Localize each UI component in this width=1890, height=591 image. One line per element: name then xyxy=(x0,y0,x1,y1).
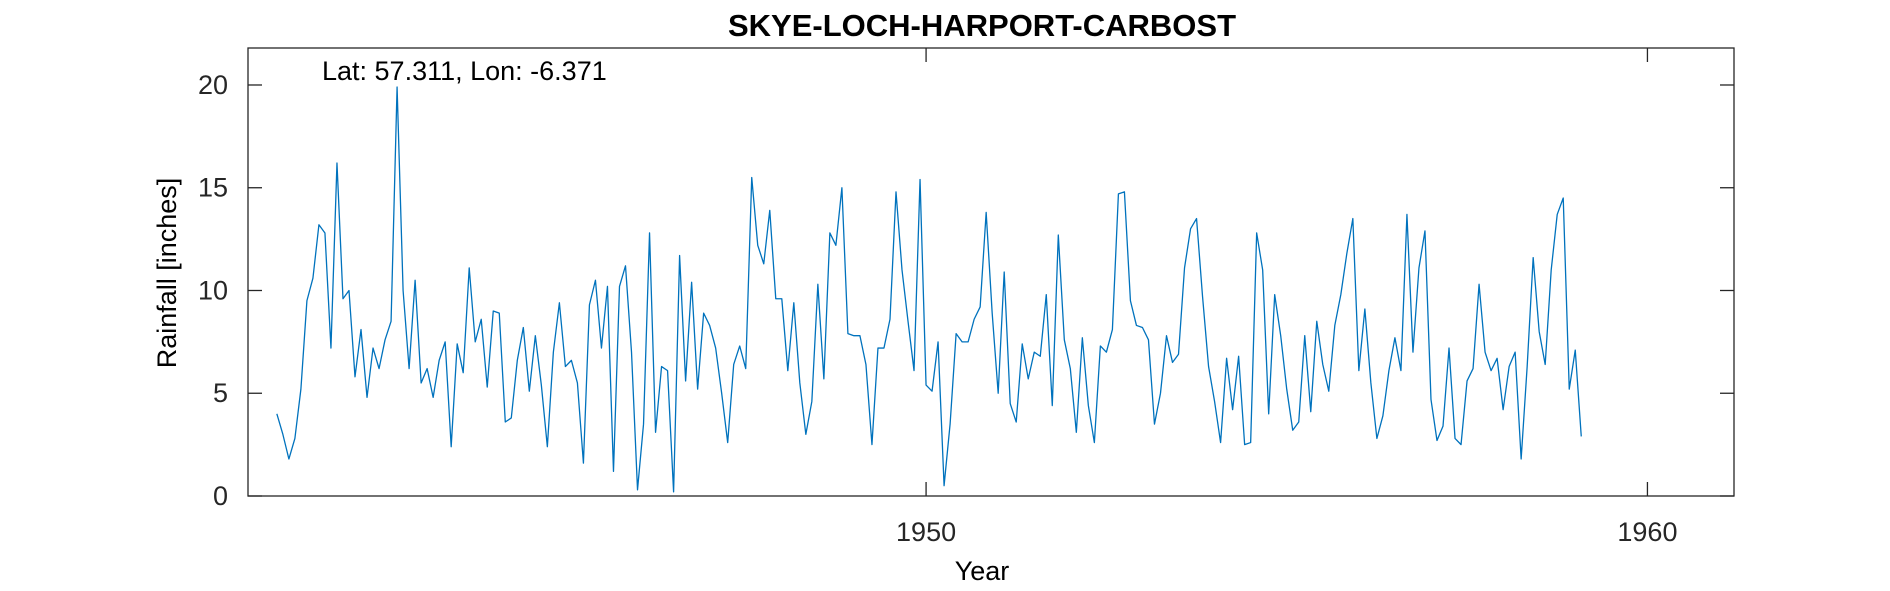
y-tick-label: 0 xyxy=(213,481,228,511)
y-tick-label: 15 xyxy=(198,173,228,203)
x-axis-label: Year xyxy=(955,556,1010,586)
location-annotation: Lat: 57.311, Lon: -6.371 xyxy=(322,56,607,86)
plot-frame xyxy=(247,47,1735,497)
y-tick-label: 5 xyxy=(213,378,228,408)
series-layer xyxy=(276,86,1582,493)
y-tick-label: 10 xyxy=(198,275,228,305)
chart-title: SKYE-LOCH-HARPORT-CARBOST xyxy=(728,8,1236,43)
x-tick-label: 1960 xyxy=(1617,517,1677,547)
y-tick-label: 20 xyxy=(198,70,228,100)
x-tick-label: 1950 xyxy=(896,517,956,547)
y-axis-label: Rainfall [inches] xyxy=(152,178,182,369)
plot-axes: 0 5 10 15 20 1950 1960 xyxy=(198,47,1735,547)
rainfall-series-line xyxy=(276,86,1582,493)
